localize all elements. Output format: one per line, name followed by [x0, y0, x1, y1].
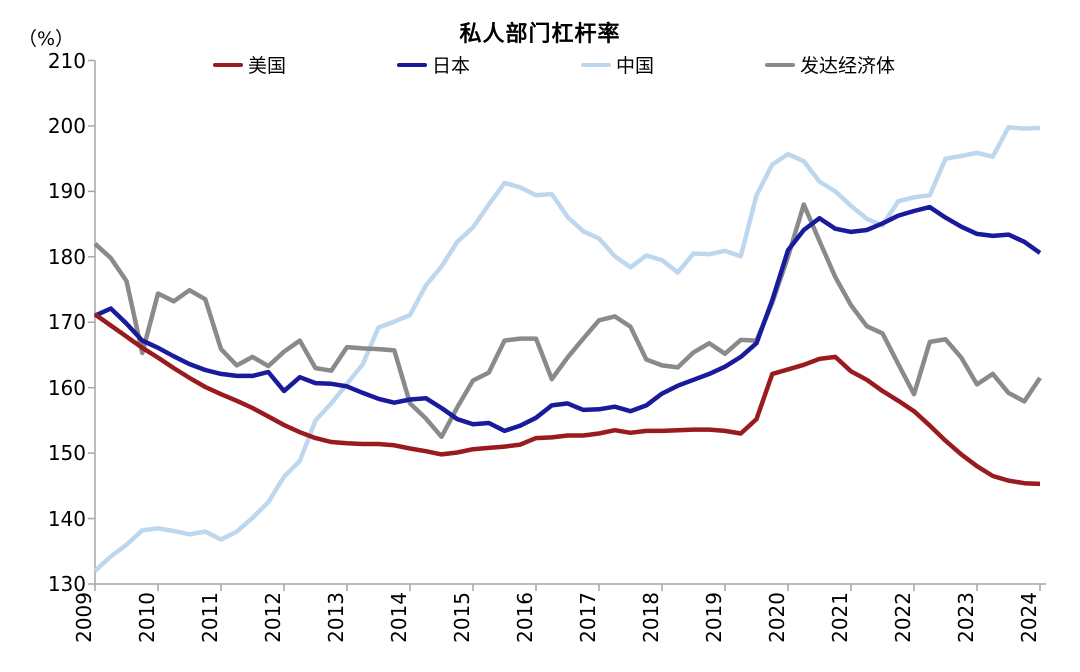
- y-tick-label: 190: [47, 179, 86, 204]
- legend-item-developed-economies: 发达经济体: [764, 51, 895, 78]
- series-line-china: [93, 124, 1041, 573]
- y-tick-label: 170: [47, 310, 86, 335]
- x-tick-label: 2010: [135, 592, 159, 643]
- y-tick-label: 130: [47, 572, 86, 596]
- x-tick-label: 2013: [324, 592, 348, 643]
- x-tick-label: 2019: [702, 592, 726, 643]
- x-tick-label: 2021: [828, 592, 852, 643]
- x-tick-label: 2018: [639, 592, 663, 643]
- y-tick-label: 150: [47, 441, 86, 466]
- japan-series-swatch: [396, 62, 427, 67]
- x-tick-label: 2014: [387, 592, 411, 643]
- legend: 美国 日本 中国 发达经济体: [213, 51, 895, 78]
- developed-economies-series-swatch: [764, 62, 795, 67]
- series-line-japan: [94, 204, 1042, 434]
- legend-label-china: 中国: [615, 55, 654, 77]
- legend-item-japan: 日本: [396, 51, 470, 78]
- x-tick-label: 2009: [72, 592, 96, 643]
- series-line-us: [93, 312, 1041, 487]
- us-series-swatch: [213, 62, 243, 67]
- y-tick-label: 200: [47, 113, 86, 138]
- y-tick-label: 140: [47, 506, 86, 531]
- x-tick-label: 2012: [261, 592, 285, 643]
- x-tick-label: 2017: [576, 592, 600, 643]
- china-series-swatch: [580, 62, 611, 67]
- x-tick-label: 2023: [954, 592, 978, 643]
- y-tick-label: 210: [47, 48, 86, 73]
- chart-title: 私人部门杠杆率: [459, 22, 621, 47]
- legend-label-japan: 日本: [431, 55, 470, 77]
- legend-label-us: 美国: [248, 55, 287, 77]
- x-tick-label: 2024: [1017, 592, 1041, 643]
- y-tick-label: 160: [47, 375, 86, 400]
- series-line-developed-economies: [93, 202, 1042, 440]
- x-tick-label: 2016: [513, 592, 537, 643]
- x-tick-label: 2011: [198, 592, 222, 643]
- x-tick-label: 2022: [891, 592, 915, 643]
- x-tick-label: 2020: [765, 592, 789, 643]
- legend-label-developed-economies: 发达经济体: [799, 55, 895, 77]
- x-tick-label: 2015: [450, 592, 474, 643]
- legend-item-china: 中国: [580, 51, 654, 78]
- y-axis-unit-label: （%）: [18, 28, 75, 50]
- y-tick-label: 180: [47, 244, 86, 269]
- legend-item-us: 美国: [213, 51, 286, 78]
